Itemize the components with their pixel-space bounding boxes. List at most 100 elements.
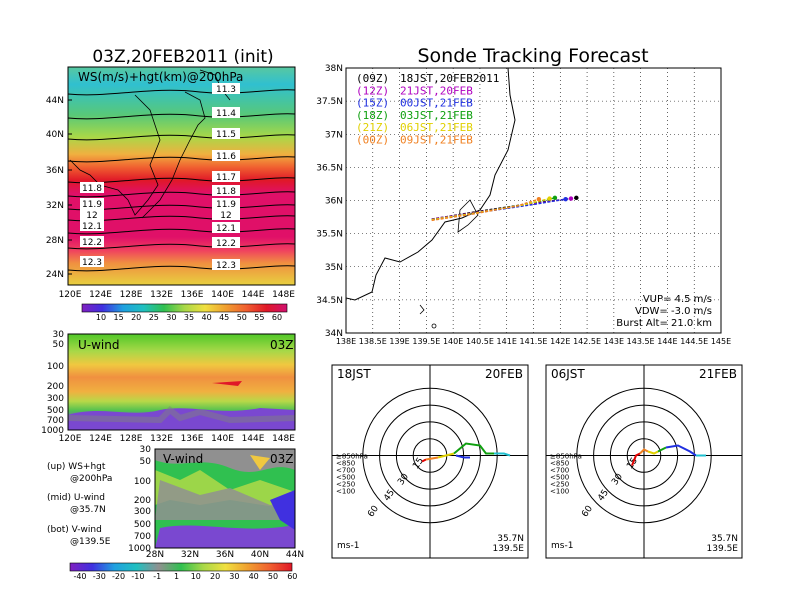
track-lat-tick: 34.5N bbox=[316, 296, 343, 306]
hodo-trace bbox=[631, 452, 641, 466]
ws-contour-label: 12 bbox=[86, 211, 97, 221]
hodo-legend-item: <850 bbox=[336, 460, 355, 468]
vwind-lat-tick: 40N bbox=[251, 550, 269, 560]
ws-colorbar-tick: 55 bbox=[254, 313, 264, 322]
ws-colorbar-tick: 10 bbox=[96, 313, 106, 322]
hodo-trace bbox=[437, 452, 455, 459]
ws-contour-label: 11.8 bbox=[216, 187, 236, 197]
uwind-time: 03Z bbox=[270, 338, 294, 352]
ws-contour-label: 12.1 bbox=[82, 222, 102, 232]
ws-contour-line bbox=[67, 228, 296, 235]
hodo-trace bbox=[425, 456, 439, 461]
ws-contour-label-bg bbox=[212, 128, 240, 139]
track-lon-tick: 138.5E bbox=[359, 337, 387, 346]
ws-contour-label: 12 bbox=[220, 211, 231, 221]
legend-jst-1: 21JST,20FEB bbox=[400, 84, 473, 97]
ws-lon-tick: 140E bbox=[211, 290, 234, 300]
ws-lon-tick: 144E bbox=[242, 290, 265, 300]
legend-zulu-0: (09Z) bbox=[356, 72, 389, 85]
ws-contour-line bbox=[67, 89, 296, 96]
track-lon-tick: 141E bbox=[497, 337, 517, 346]
ws-contour-label: 11.5 bbox=[216, 130, 236, 140]
ws-contour-line bbox=[67, 243, 296, 250]
ws-contour-label-bg bbox=[212, 259, 240, 270]
vwind-p-tick: 50 bbox=[140, 457, 152, 467]
ws-lon-tick: 136E bbox=[181, 290, 204, 300]
hodo-date: 20FEB bbox=[485, 367, 523, 381]
legend-zulu-1: (12Z) bbox=[356, 84, 389, 97]
vwind-lat-tick: 44N bbox=[286, 550, 304, 560]
note-mid-key: (mid) U-wind bbox=[47, 493, 105, 503]
track-lat-tick: 36.5N bbox=[316, 163, 343, 173]
hodo-lon: 139.5E bbox=[493, 544, 525, 554]
legend-zulu-3: (18Z) bbox=[356, 109, 389, 122]
ws-lat-tick: 44N bbox=[46, 96, 64, 106]
uwind-p-tick: 700 bbox=[47, 416, 64, 426]
ws-lon-tick: 132E bbox=[150, 290, 173, 300]
track-lon-tick: 140.5E bbox=[466, 337, 494, 346]
legend-zulu-2: (15Z) bbox=[356, 97, 389, 110]
hodo-legend-item: <250 bbox=[550, 481, 569, 489]
vwind-p-tick: 500 bbox=[134, 520, 151, 530]
legend-jst-3: 03JST,21FEB bbox=[400, 109, 473, 122]
ws-contour-label: 11.7 bbox=[216, 173, 236, 183]
v-colorbar-tick: 50 bbox=[268, 572, 278, 581]
ws-contour-label-bg bbox=[212, 171, 240, 182]
v-colorbar: -40 -30 -20 -10 -1 1 10 20 30 40 50 60 bbox=[69, 562, 297, 581]
ws-contour-label: 12.2 bbox=[216, 239, 236, 249]
ws-contour-label-bg bbox=[212, 83, 240, 94]
vwind-p-tick: 100 bbox=[134, 477, 151, 487]
ws-contour-label: 12.3 bbox=[216, 261, 236, 271]
uwind-lon-tick: 148E bbox=[272, 434, 295, 444]
track-lat-tick: 38N bbox=[325, 64, 343, 74]
panel-notes: (up) WS+hgt @200hPa (mid) U-wind @35.7N … bbox=[47, 462, 112, 547]
uwind-lon-tick: 124E bbox=[89, 434, 112, 444]
track-lat-tick: 37.5N bbox=[316, 97, 343, 107]
ws-lon-tick: 124E bbox=[89, 290, 112, 300]
ws-contour-label: 12.1 bbox=[216, 224, 236, 234]
v-colorbar-tick: -30 bbox=[93, 572, 106, 581]
left-title: 03Z,20FEB2011 (init) bbox=[92, 47, 273, 67]
uwind-label: U-wind bbox=[78, 338, 119, 352]
ws-contour-label-bg bbox=[212, 107, 240, 118]
uwind-lon-tick: 128E bbox=[120, 434, 143, 444]
note-up-key: (up) WS+hgt bbox=[47, 462, 106, 472]
v-colorbar-tick: -10 bbox=[131, 572, 144, 581]
track-end-point-3 bbox=[552, 195, 558, 201]
hodo-legend-item: <100 bbox=[550, 488, 569, 496]
track-lat-tick: 35N bbox=[325, 263, 343, 273]
ws-contour-label: 11.4 bbox=[216, 109, 236, 119]
ws-lat-tick: 36N bbox=[46, 166, 64, 176]
ws-colorbar: 10 15 20 25 30 35 40 45 50 55 60 bbox=[81, 303, 288, 322]
ws-contour-label: 11.9 bbox=[216, 200, 236, 210]
track-lat-tick: 36N bbox=[325, 197, 343, 207]
hodo-legend-item: ≥850hPa bbox=[550, 453, 582, 461]
ws-contour-label-bg bbox=[80, 198, 104, 209]
v-colorbar-tick: 60 bbox=[287, 572, 297, 581]
legend-jst-5: 09JST,21FEB bbox=[400, 134, 473, 147]
vwind-lat-tick: 32N bbox=[181, 550, 199, 560]
uwind-lon-tick: 120E bbox=[59, 434, 82, 444]
track-lon-tick: 140E bbox=[443, 337, 463, 346]
param-burst: Burst Alt= 21.0 km bbox=[616, 318, 712, 329]
hodo-legend-item: <700 bbox=[550, 467, 569, 475]
legend-zulu-5: (00Z) bbox=[356, 134, 389, 147]
v-colorbar-tick: 10 bbox=[191, 572, 201, 581]
legend-jst-4: 06JST,21FEB bbox=[400, 121, 473, 134]
ws-colorbar-tick: 45 bbox=[219, 313, 229, 322]
ws-contour-label-bg bbox=[212, 150, 240, 161]
uwind-p-tick: 100 bbox=[47, 362, 64, 372]
ws-contour-label-bg bbox=[80, 209, 104, 220]
uwind-p-tick: 30 bbox=[53, 330, 65, 340]
track-lon-tick: 139E bbox=[389, 337, 409, 346]
v-colorbar-tick: 1 bbox=[174, 572, 179, 581]
ws-lat-tick: 32N bbox=[46, 201, 64, 211]
ws-contour-label: 11.8 bbox=[82, 184, 102, 194]
hodo-legend-item: <100 bbox=[336, 488, 355, 496]
ws-colorbar-tick: 60 bbox=[272, 313, 282, 322]
hodo-trace bbox=[494, 452, 511, 457]
ws-contour-label-bg bbox=[80, 236, 104, 247]
uwind-lon-tick: 132E bbox=[150, 434, 173, 444]
ws-contour-label-bg bbox=[212, 198, 240, 209]
